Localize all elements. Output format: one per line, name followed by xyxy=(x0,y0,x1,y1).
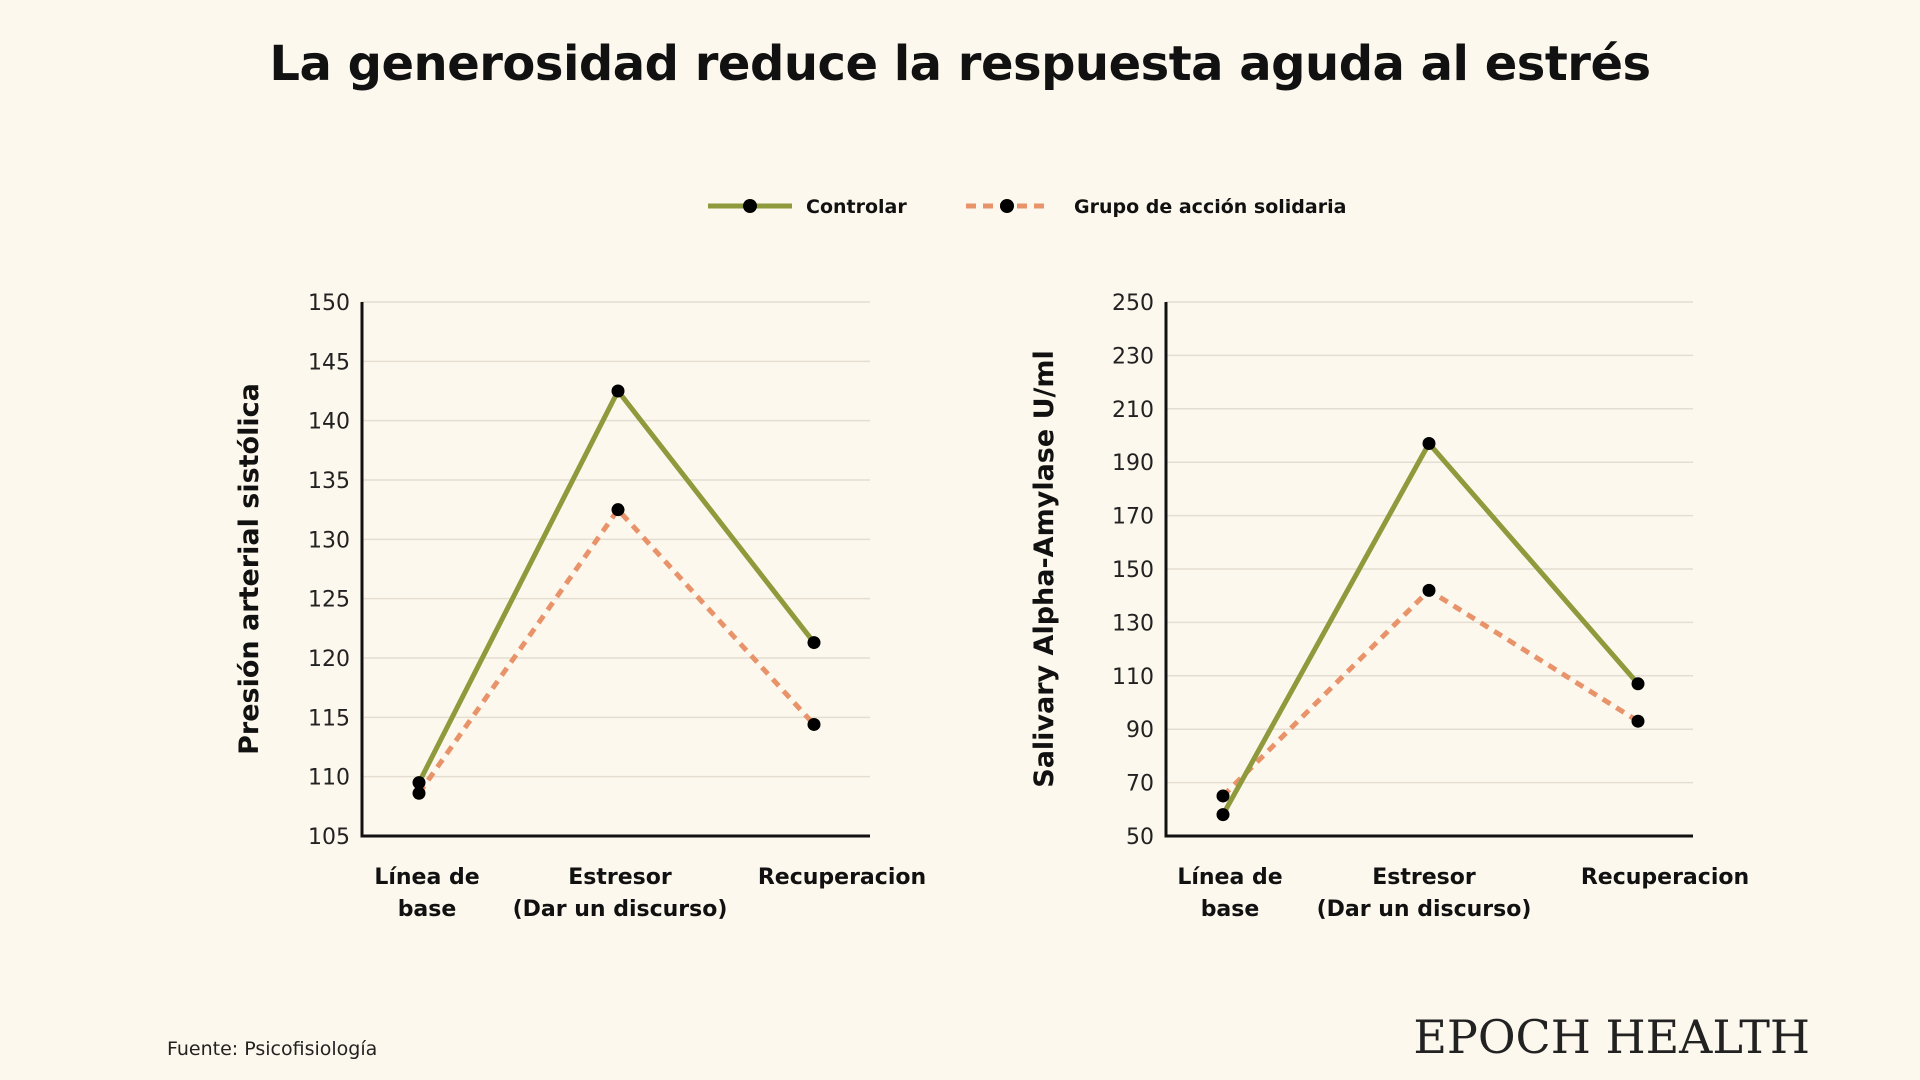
x-category-label: (Dar un discurso) xyxy=(513,897,728,922)
data-point-control xyxy=(1422,437,1436,451)
y-axis-title: Presión arterial sistólica xyxy=(234,383,265,755)
y-tick-label: 70 xyxy=(1126,772,1154,797)
y-tick-label: 230 xyxy=(1112,344,1154,369)
data-point-solidarity xyxy=(1216,789,1230,803)
y-tick-label: 135 xyxy=(308,469,350,494)
y-tick-label: 105 xyxy=(308,825,350,850)
x-category-label: Estresor xyxy=(1372,865,1476,890)
y-tick-label: 170 xyxy=(1112,505,1154,530)
y-tick-label: 120 xyxy=(308,647,350,672)
legend: Controlar Grupo de acción solidaria xyxy=(708,196,1346,218)
data-point-solidarity xyxy=(1422,583,1436,597)
data-point-solidarity xyxy=(807,717,821,731)
source-note: Fuente: Psicofisiología xyxy=(167,1038,378,1060)
x-category-label: Recuperacion xyxy=(758,865,926,890)
y-tick-label: 210 xyxy=(1112,398,1154,423)
x-category-label: base xyxy=(398,897,457,922)
data-point-solidarity xyxy=(412,786,426,800)
y-tick-label: 115 xyxy=(308,706,350,731)
legend-marker-1 xyxy=(743,199,757,213)
y-tick-label: 150 xyxy=(308,291,350,316)
data-point-control xyxy=(1631,677,1645,691)
x-category-label: base xyxy=(1201,897,1260,922)
page-title: La generosidad reduce la respuesta aguda… xyxy=(269,36,1651,92)
data-point-solidarity xyxy=(1631,714,1645,728)
y-tick-label: 145 xyxy=(308,350,350,375)
legend-marker-2 xyxy=(1000,199,1014,213)
x-category-label: Recuperacion xyxy=(1581,865,1749,890)
series-line-solidarity xyxy=(1221,587,1640,798)
y-tick-label: 140 xyxy=(308,410,350,435)
x-category-label: Línea de xyxy=(1177,865,1282,890)
x-category-label: (Dar un discurso) xyxy=(1317,897,1532,922)
y-tick-label: 110 xyxy=(308,766,350,791)
data-point-control xyxy=(1216,808,1230,822)
data-point-control xyxy=(412,776,426,790)
chart-blood-pressure: 105 110 115 120 125 130 135 140 145 150 Presión ar… xyxy=(234,291,926,922)
chart-amylase: 50 70 90 110 130 150 170 190 210 230 250 Salivary A… xyxy=(1029,291,1749,922)
legend-label-1: Controlar xyxy=(806,196,907,218)
y-tick-label: 90 xyxy=(1126,718,1154,743)
y-tick-label: 250 xyxy=(1112,291,1154,316)
y-tick-label: 50 xyxy=(1126,825,1154,850)
brand-logo: EPOCH HEALTH xyxy=(1413,1010,1810,1064)
x-category-label: Estresor xyxy=(568,865,672,890)
data-point-control xyxy=(611,384,625,398)
legend-label-2: Grupo de acción solidaria xyxy=(1074,196,1346,218)
y-axis-title: Salivary Alpha-Amylase U/ml xyxy=(1029,350,1060,788)
y-tick-label: 130 xyxy=(308,528,350,553)
y-tick-label: 125 xyxy=(308,588,350,613)
y-tick-label: 190 xyxy=(1112,451,1154,476)
x-category-label: Línea de xyxy=(374,865,479,890)
y-tick-label: 110 xyxy=(1112,665,1154,690)
series-line-control xyxy=(416,386,816,784)
series-line-control xyxy=(1220,439,1640,816)
y-tick-label: 130 xyxy=(1112,611,1154,636)
data-point-control xyxy=(807,636,821,650)
series-line-solidarity xyxy=(416,505,816,795)
y-tick-label: 150 xyxy=(1112,558,1154,583)
data-point-solidarity xyxy=(611,503,625,517)
